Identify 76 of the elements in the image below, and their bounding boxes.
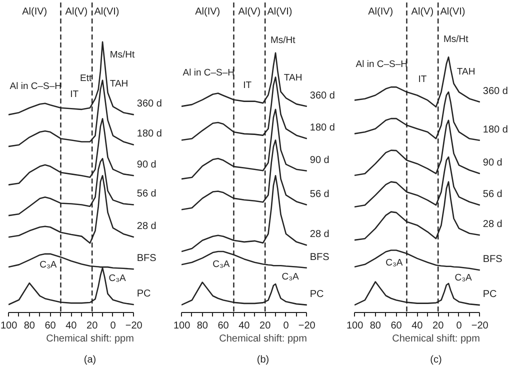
x-axis-title: Chemical shift: ppm: [46, 334, 134, 344]
series-label: 90 d: [136, 159, 156, 170]
series-label: 360 d: [482, 86, 508, 97]
series-label: BFS: [482, 254, 503, 266]
annotation: C₃A: [282, 272, 300, 283]
annotation: C₃A: [108, 272, 127, 284]
annotation: C₃A: [454, 272, 473, 284]
x-tick-label: −20: [471, 320, 489, 332]
annotation: C₃A: [386, 257, 404, 268]
annotation: Al in C–S–H: [182, 68, 235, 79]
annotation: C₃A: [40, 260, 58, 271]
series-label: 56 d: [310, 188, 330, 200]
x-tick-label: 40: [238, 320, 250, 332]
series-label: 90 d: [482, 158, 502, 169]
x-tick-label: 80: [370, 320, 382, 332]
text: Al(VI): [267, 6, 292, 18]
text: Al(IV): [22, 6, 48, 18]
series-label: 180 d: [310, 122, 335, 134]
text: Al(VI): [440, 6, 466, 18]
x-tick-label: 80: [196, 320, 208, 332]
text: Ms/Ht: [443, 34, 469, 46]
text: Ms/Ht: [270, 34, 296, 46]
series-label: 28 d: [482, 219, 502, 230]
series-label: BFS: [310, 252, 330, 263]
text: Al(IV): [368, 6, 394, 18]
text: Al(VI): [94, 6, 120, 18]
series-label: 28 d: [310, 229, 330, 240]
annotation: C₃A: [212, 259, 230, 270]
x-tick-label: 60: [44, 320, 56, 332]
text: (a): [84, 354, 96, 366]
x-tick-label: 20: [260, 320, 272, 332]
annotation: IT: [70, 88, 79, 100]
text: Al(V): [411, 6, 434, 18]
series-label: PC: [136, 288, 151, 300]
text: (b): [256, 354, 270, 366]
x-tick-label: 100: [0, 320, 18, 332]
series-label: 28 d: [136, 220, 156, 232]
x-tick-label: 60: [390, 320, 402, 332]
x-axis-title: Chemical shift: ppm: [219, 334, 307, 344]
annotation: Al in C–S–H: [10, 81, 62, 92]
series-label: PC: [310, 288, 324, 300]
annotation: TAH: [456, 66, 476, 78]
series-label: 360 d: [310, 90, 335, 102]
x-tick-label: −20: [125, 320, 143, 332]
x-tick-label: 0: [283, 320, 290, 332]
series-label: 360 d: [136, 98, 162, 110]
x-axis-title: Chemical shift: ppm: [392, 334, 480, 344]
series-label: 180 d: [136, 128, 162, 140]
annotation: TAH: [284, 72, 302, 84]
series-label: 56 d: [482, 189, 502, 200]
x-tick-label: 0: [110, 320, 116, 332]
x-tick-label: 100: [346, 320, 364, 332]
x-tick-label: 100: [174, 320, 191, 332]
x-tick-label: −20: [298, 320, 316, 332]
annotation: IT: [243, 80, 252, 92]
x-tick-label: 20: [86, 320, 98, 332]
series-label: PC: [482, 289, 497, 300]
series-label: 180 d: [482, 124, 508, 136]
text: Al(V): [65, 6, 88, 18]
series-label: 56 d: [136, 188, 156, 200]
x-tick-label: 80: [24, 320, 36, 332]
annotation: Al in C–S–H: [356, 59, 408, 70]
x-tick-label: 0: [456, 320, 462, 332]
x-tick-label: 60: [218, 320, 230, 332]
x-tick-label: 40: [412, 320, 424, 332]
series-label: 90 d: [310, 154, 330, 166]
x-tick-label: 20: [432, 320, 444, 332]
annotation: IT: [418, 74, 427, 85]
series-label: BFS: [136, 252, 157, 264]
x-tick-label: 40: [66, 320, 78, 332]
annotation: Ett: [80, 73, 92, 84]
text: Al(IV): [195, 6, 220, 18]
annotation: Ms/Ht: [110, 50, 136, 61]
text: (c): [430, 354, 442, 366]
text: Al(V): [238, 6, 261, 18]
annotation: TAH: [110, 78, 128, 90]
